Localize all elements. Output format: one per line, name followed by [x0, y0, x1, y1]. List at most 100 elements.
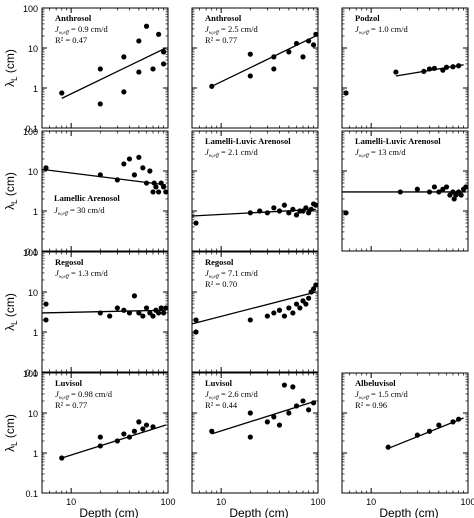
data-point: [306, 295, 312, 301]
panel-title: Regosol: [55, 257, 84, 267]
y-tick-label: 10: [28, 288, 38, 298]
data-point: [131, 428, 138, 434]
panel-title: Anthrosol: [55, 13, 92, 23]
data-point: [290, 310, 296, 316]
flux-label: Jw,eff = 1.5 cm/d: [355, 389, 408, 401]
flux-label: Jw,eff = 0.98 cm/d: [55, 389, 113, 401]
data-point: [140, 426, 146, 432]
data-point: [136, 154, 142, 160]
panel-frame: [341, 372, 469, 494]
data-point: [297, 305, 303, 311]
data-point: [160, 49, 167, 55]
data-point: [426, 428, 433, 434]
data-point: [431, 184, 438, 190]
panel-title: Anthrosol: [205, 13, 242, 23]
data-point: [43, 317, 49, 323]
flux-label: Jw,eff = 7.1 cm/d: [205, 268, 258, 280]
x-axis-label: Depth (cm): [79, 506, 138, 518]
data-point: [97, 443, 103, 449]
data-point: [114, 177, 120, 183]
data-point: [264, 210, 270, 216]
data-point: [426, 66, 433, 72]
data-point: [121, 89, 127, 95]
data-point: [247, 434, 253, 440]
data-point: [209, 428, 215, 434]
data-point: [126, 434, 133, 440]
data-point: [271, 310, 277, 316]
data-point: [421, 68, 427, 75]
data-point: [451, 196, 457, 202]
data-point: [313, 282, 319, 288]
data-point: [286, 49, 292, 55]
data-point: [303, 205, 309, 211]
data-point: [160, 184, 167, 190]
data-point: [156, 189, 162, 195]
data-point: [271, 205, 277, 211]
data-point: [414, 186, 420, 192]
data-point: [281, 202, 288, 208]
data-point: [276, 422, 283, 428]
panel-frame: [191, 372, 319, 494]
data-point: [247, 73, 253, 79]
data-point: [140, 313, 146, 319]
panel-title: Lamellic Arenosol: [54, 193, 120, 203]
data-point: [303, 301, 309, 307]
fit-line: [41, 309, 166, 314]
data-point: [306, 407, 312, 413]
y-tick-label: 100: [23, 369, 38, 379]
data-point: [126, 310, 133, 316]
data-point: [147, 310, 153, 316]
fit-line: [61, 47, 167, 99]
r-squared-label: R² = 0.47: [55, 35, 87, 45]
data-point: [97, 101, 103, 107]
flux-label: Jw,eff = 13 cm/d: [355, 147, 406, 159]
panel-frame: [341, 7, 469, 129]
panel-title: Regosol: [205, 257, 234, 267]
x-tick-label: 100: [160, 497, 175, 507]
data-point: [43, 301, 49, 307]
data-point: [271, 414, 277, 420]
panel-title: Lamelli-Luvic Arenosol: [355, 136, 441, 146]
data-point: [426, 189, 433, 195]
panel-frame: [191, 130, 319, 252]
data-point: [160, 310, 167, 316]
data-point: [450, 64, 456, 70]
y-axis-label: λL (cm): [3, 172, 19, 210]
x-tick-label: 10: [216, 497, 226, 507]
data-point: [43, 165, 49, 171]
data-point: [131, 172, 138, 178]
data-point: [150, 313, 156, 319]
data-point: [313, 31, 319, 37]
data-point: [97, 66, 103, 72]
fit-line: [61, 424, 167, 459]
data-point: [158, 180, 164, 186]
y-tick-label: 0.1: [25, 489, 38, 499]
flux-label: Jw,eff = 2.6 cm/d: [205, 389, 258, 401]
data-point: [163, 189, 169, 195]
x-tick-label: 100: [310, 497, 325, 507]
r-squared-label: R² = 0.70: [205, 279, 237, 289]
data-point: [247, 51, 253, 57]
data-point: [121, 54, 127, 60]
y-tick-label: 100: [23, 4, 38, 14]
y-tick-label: 0.1: [25, 124, 38, 134]
data-point: [151, 180, 157, 186]
r-squared-label: R² = 0.96: [355, 400, 387, 410]
data-point: [114, 438, 120, 444]
data-point: [300, 54, 306, 60]
data-point: [156, 31, 162, 37]
x-tick-label: 100: [460, 497, 474, 507]
panel-frame: [41, 372, 169, 494]
data-point: [343, 210, 349, 216]
y-tick-label: 10: [28, 409, 38, 419]
data-point: [150, 424, 156, 430]
data-point: [271, 54, 277, 60]
data-point: [136, 419, 142, 425]
data-point: [264, 419, 270, 425]
